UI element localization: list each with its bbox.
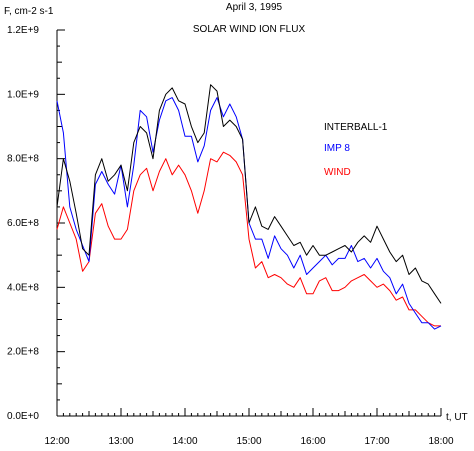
y-tick-label: 2.0E+8 xyxy=(7,347,39,358)
legend-entry: INTERBALL-1 xyxy=(324,122,388,133)
x-tick-label: 13:00 xyxy=(108,436,133,447)
axes xyxy=(56,29,442,417)
tick-labels: 12:00 13:00 14:00 15:00 16:00 17:00 18:00 0.0E+… xyxy=(7,25,454,447)
x-tick-label: 17:00 xyxy=(364,436,389,447)
legend: INTERBALL-1 IMP 8 WIND xyxy=(324,122,388,178)
x-tick-label: 18:00 xyxy=(428,436,453,447)
x-tick-label: 12:00 xyxy=(44,436,69,447)
legend-entry: IMP 8 xyxy=(324,143,350,154)
y-tick-label: 0.0E+0 xyxy=(7,411,39,422)
y-axis-label: F, cm-2 s-1 xyxy=(4,6,54,17)
x-tick-label: 14:00 xyxy=(172,436,197,447)
x-tick-label: 15:00 xyxy=(236,436,261,447)
series-line-wind xyxy=(56,151,441,327)
y-tick-label: 6.0E+8 xyxy=(7,218,39,229)
y-tick-label: 1.2E+9 xyxy=(7,25,39,36)
chart-subtitle: SOLAR WIND ION FLUX xyxy=(193,24,306,35)
y-tick-label: 8.0E+8 xyxy=(7,154,39,165)
y-tick-label: 4.0E+8 xyxy=(7,282,39,293)
x-axis-label: t, UT xyxy=(446,412,468,423)
legend-entry: WIND xyxy=(324,167,351,178)
series-lines xyxy=(56,84,442,330)
series-line-interball-1 xyxy=(56,84,442,304)
chart-title: April 3, 1995 xyxy=(226,2,283,13)
x-tick-label: 16:00 xyxy=(300,436,325,447)
y-tick-label: 1.0E+9 xyxy=(7,89,39,100)
